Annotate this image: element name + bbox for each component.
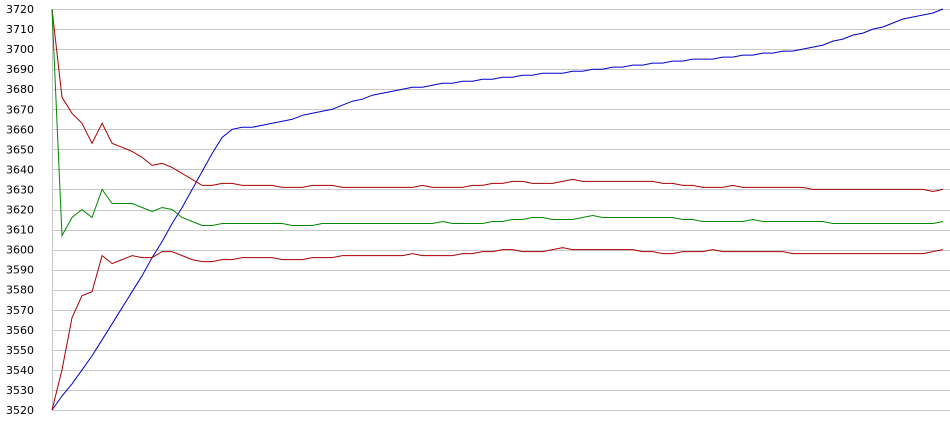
y-tick-label: 3560 xyxy=(6,324,34,337)
y-tick-label: 3550 xyxy=(6,344,34,357)
y-tick-label: 3610 xyxy=(6,224,34,237)
series-line-3 xyxy=(51,8,944,238)
y-tick-label: 3700 xyxy=(6,43,34,56)
series-lines xyxy=(51,8,944,411)
series-line-1 xyxy=(51,8,944,411)
y-tick-label: 3650 xyxy=(6,143,34,156)
y-tick-label: 3590 xyxy=(6,264,34,277)
y-tick-label: 3600 xyxy=(6,244,34,257)
y-tick-label: 3660 xyxy=(6,123,34,136)
grid-lines xyxy=(52,9,950,411)
y-tick-label: 3690 xyxy=(6,63,34,76)
y-axis-tick-labels: 3520 3530 3540 3550 3560 3570 3580 3590 3600 3610… xyxy=(6,3,34,417)
y-tick-label: 3710 xyxy=(6,23,34,36)
series-line-2 xyxy=(51,8,944,193)
y-tick-label: 3540 xyxy=(6,364,34,377)
y-tick-label: 3580 xyxy=(6,284,34,297)
y-tick-label: 3720 xyxy=(6,3,34,16)
y-tick-label: 3520 xyxy=(6,404,34,417)
y-tick-label: 3640 xyxy=(6,163,34,176)
y-tick-label: 3620 xyxy=(6,204,34,217)
y-tick-label: 3680 xyxy=(6,83,34,96)
y-tick-label: 3670 xyxy=(6,103,34,116)
y-tick-label: 3630 xyxy=(6,183,34,196)
y-tick-label: 3570 xyxy=(6,304,34,317)
y-tick-label: 3530 xyxy=(6,384,34,397)
series-line-4 xyxy=(51,247,944,411)
